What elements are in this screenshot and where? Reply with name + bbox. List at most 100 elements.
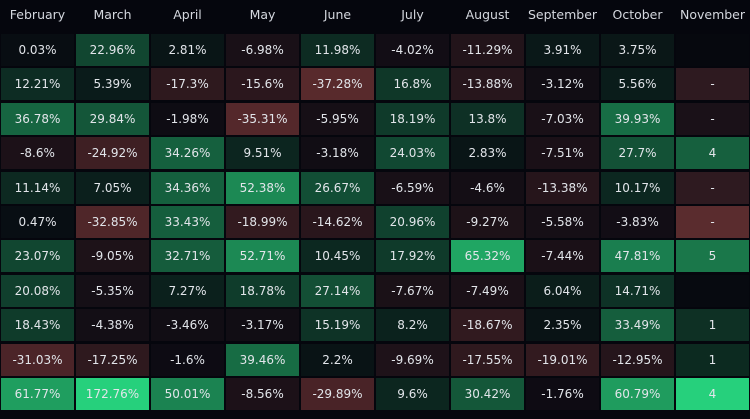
column-header-february[interactable]: February	[9, 7, 66, 22]
heatmap-cell: -4.02%	[376, 34, 449, 66]
heatmap-cell: -6.98%	[226, 34, 299, 66]
heatmap-cell: 12.21%	[1, 68, 74, 101]
heatmap-cell: 33.49%	[601, 309, 674, 342]
heatmap-cell: 27.14%	[301, 274, 374, 307]
heatmap-cell: 61.77%	[1, 378, 74, 410]
heatmap-cell: 11.14%	[1, 171, 74, 204]
heatmap-cell: 18.19%	[376, 102, 449, 135]
heatmap-cell: -17.25%	[76, 343, 149, 376]
heatmap-cell: 18.78%	[226, 274, 299, 307]
heatmap-cell: 8.2%	[376, 309, 449, 342]
heatmap-cell: -5.95%	[301, 102, 374, 135]
column-header-october[interactable]: October	[612, 7, 663, 22]
heatmap-cell: -32.85%	[76, 206, 149, 238]
heatmap-cell: -4.6%	[451, 171, 524, 204]
heatmap-cell: 52.71%	[226, 240, 299, 273]
column-header-september[interactable]: September	[527, 7, 598, 22]
heatmap-cell: -15.6%	[226, 68, 299, 101]
heatmap-cell: 2.35%	[526, 309, 599, 342]
heatmap-cell: -9.69%	[376, 343, 449, 376]
heatmap-cell: -1.76%	[526, 378, 599, 410]
heatmap-cell: 29.84%	[76, 102, 149, 135]
column-header-march[interactable]: March	[93, 7, 132, 22]
heatmap-cell: 60.79%	[601, 378, 674, 410]
heatmap-cell: 172.76%	[76, 378, 149, 410]
heatmap-cell: 9.51%	[226, 137, 299, 170]
heatmap-cell: 2.81%	[151, 34, 224, 66]
column-header-june[interactable]: June	[323, 7, 352, 22]
heatmap-cell: 24.03%	[376, 137, 449, 170]
heatmap-cell: -7.67%	[376, 274, 449, 307]
heatmap-cell: 0.03%	[1, 34, 74, 66]
column-header-may[interactable]: May	[249, 7, 276, 22]
heatmap-cell: -18.99%	[226, 206, 299, 238]
heatmap-cell: -9.05%	[76, 240, 149, 273]
heatmap-cell: -31.03%	[1, 343, 74, 376]
heatmap-cell: -17.55%	[451, 343, 524, 376]
heatmap-cell: 27.7%	[601, 137, 674, 170]
heatmap-cell: 5.39%	[76, 68, 149, 101]
heatmap-cell: -7.44%	[526, 240, 599, 273]
heatmap-cell: 3.75%	[601, 34, 674, 66]
heatmap-cell: 9.6%	[376, 378, 449, 410]
heatmap-cell: -17.3%	[151, 68, 224, 101]
heatmap-cell: 30.42%	[451, 378, 524, 410]
heatmap-cell: 39.93%	[601, 102, 674, 135]
column-header-july[interactable]: July	[401, 7, 424, 22]
heatmap-cell: -	[676, 102, 749, 135]
heatmap-cell: -3.18%	[301, 137, 374, 170]
heatmap-cell: 2.2%	[301, 343, 374, 376]
heatmap-cell: -11.29%	[451, 34, 524, 66]
heatmap-cell: -24.92%	[76, 137, 149, 170]
heatmap-cell: -9.27%	[451, 206, 524, 238]
column-header-november[interactable]: November	[679, 7, 746, 22]
heatmap-cell: 65.32%	[451, 240, 524, 273]
heatmap-cell: 17.92%	[376, 240, 449, 273]
heatmap-cell: 11.98%	[301, 34, 374, 66]
heatmap-cell	[676, 34, 749, 66]
heatmap-cell: 34.36%	[151, 171, 224, 204]
heatmap-cell: 3.91%	[526, 34, 599, 66]
heatmap-cell: -4.38%	[76, 309, 149, 342]
heatmap-cell: 33.43%	[151, 206, 224, 238]
heatmap-cell: 5.56%	[601, 68, 674, 101]
heatmap-cell: 26.67%	[301, 171, 374, 204]
heatmap-cell: 10.17%	[601, 171, 674, 204]
heatmap-cell: -	[676, 68, 749, 101]
heatmap-cell: -37.28%	[301, 68, 374, 101]
heatmap-cell: -3.12%	[526, 68, 599, 101]
heatmap-cell: -13.88%	[451, 68, 524, 101]
heatmap-cell: -5.35%	[76, 274, 149, 307]
heatmap-cell: 20.96%	[376, 206, 449, 238]
heatmap-cell: -3.46%	[151, 309, 224, 342]
heatmap-cell: 13.8%	[451, 102, 524, 135]
heatmap-cell: 36.78%	[1, 102, 74, 135]
heatmap-cell: 4	[676, 378, 749, 410]
heatmap-cell: -5.58%	[526, 206, 599, 238]
heatmap-cell: -19.01%	[526, 343, 599, 376]
heatmap-cell: 5	[676, 240, 749, 273]
heatmap-cell: -7.03%	[526, 102, 599, 135]
heatmap-cell: -	[676, 171, 749, 204]
heatmap-cell: -8.56%	[226, 378, 299, 410]
heatmap-cell: -3.17%	[226, 309, 299, 342]
heatmap-cell: 52.38%	[226, 171, 299, 204]
heatmap-cell: 15.19%	[301, 309, 374, 342]
column-header-august[interactable]: August	[465, 7, 510, 22]
heatmap-cell: -1.98%	[151, 102, 224, 135]
heatmap-cell: 6.04%	[526, 274, 599, 307]
heatmap-cell: 4	[676, 137, 749, 170]
heatmap-cell: -3.83%	[601, 206, 674, 238]
heatmap-cell: -35.31%	[226, 102, 299, 135]
heatmap-cell: 18.43%	[1, 309, 74, 342]
heatmap-cell: 22.96%	[76, 34, 149, 66]
heatmap-cell: -7.49%	[451, 274, 524, 307]
heatmap-cell: 32.71%	[151, 240, 224, 273]
heatmap-cell: -29.89%	[301, 378, 374, 410]
heatmap-cell: -	[676, 206, 749, 238]
column-header-april[interactable]: April	[173, 7, 202, 22]
heatmap-cell: 20.08%	[1, 274, 74, 307]
heatmap-cell: 7.27%	[151, 274, 224, 307]
heatmap-cell: 7.05%	[76, 171, 149, 204]
